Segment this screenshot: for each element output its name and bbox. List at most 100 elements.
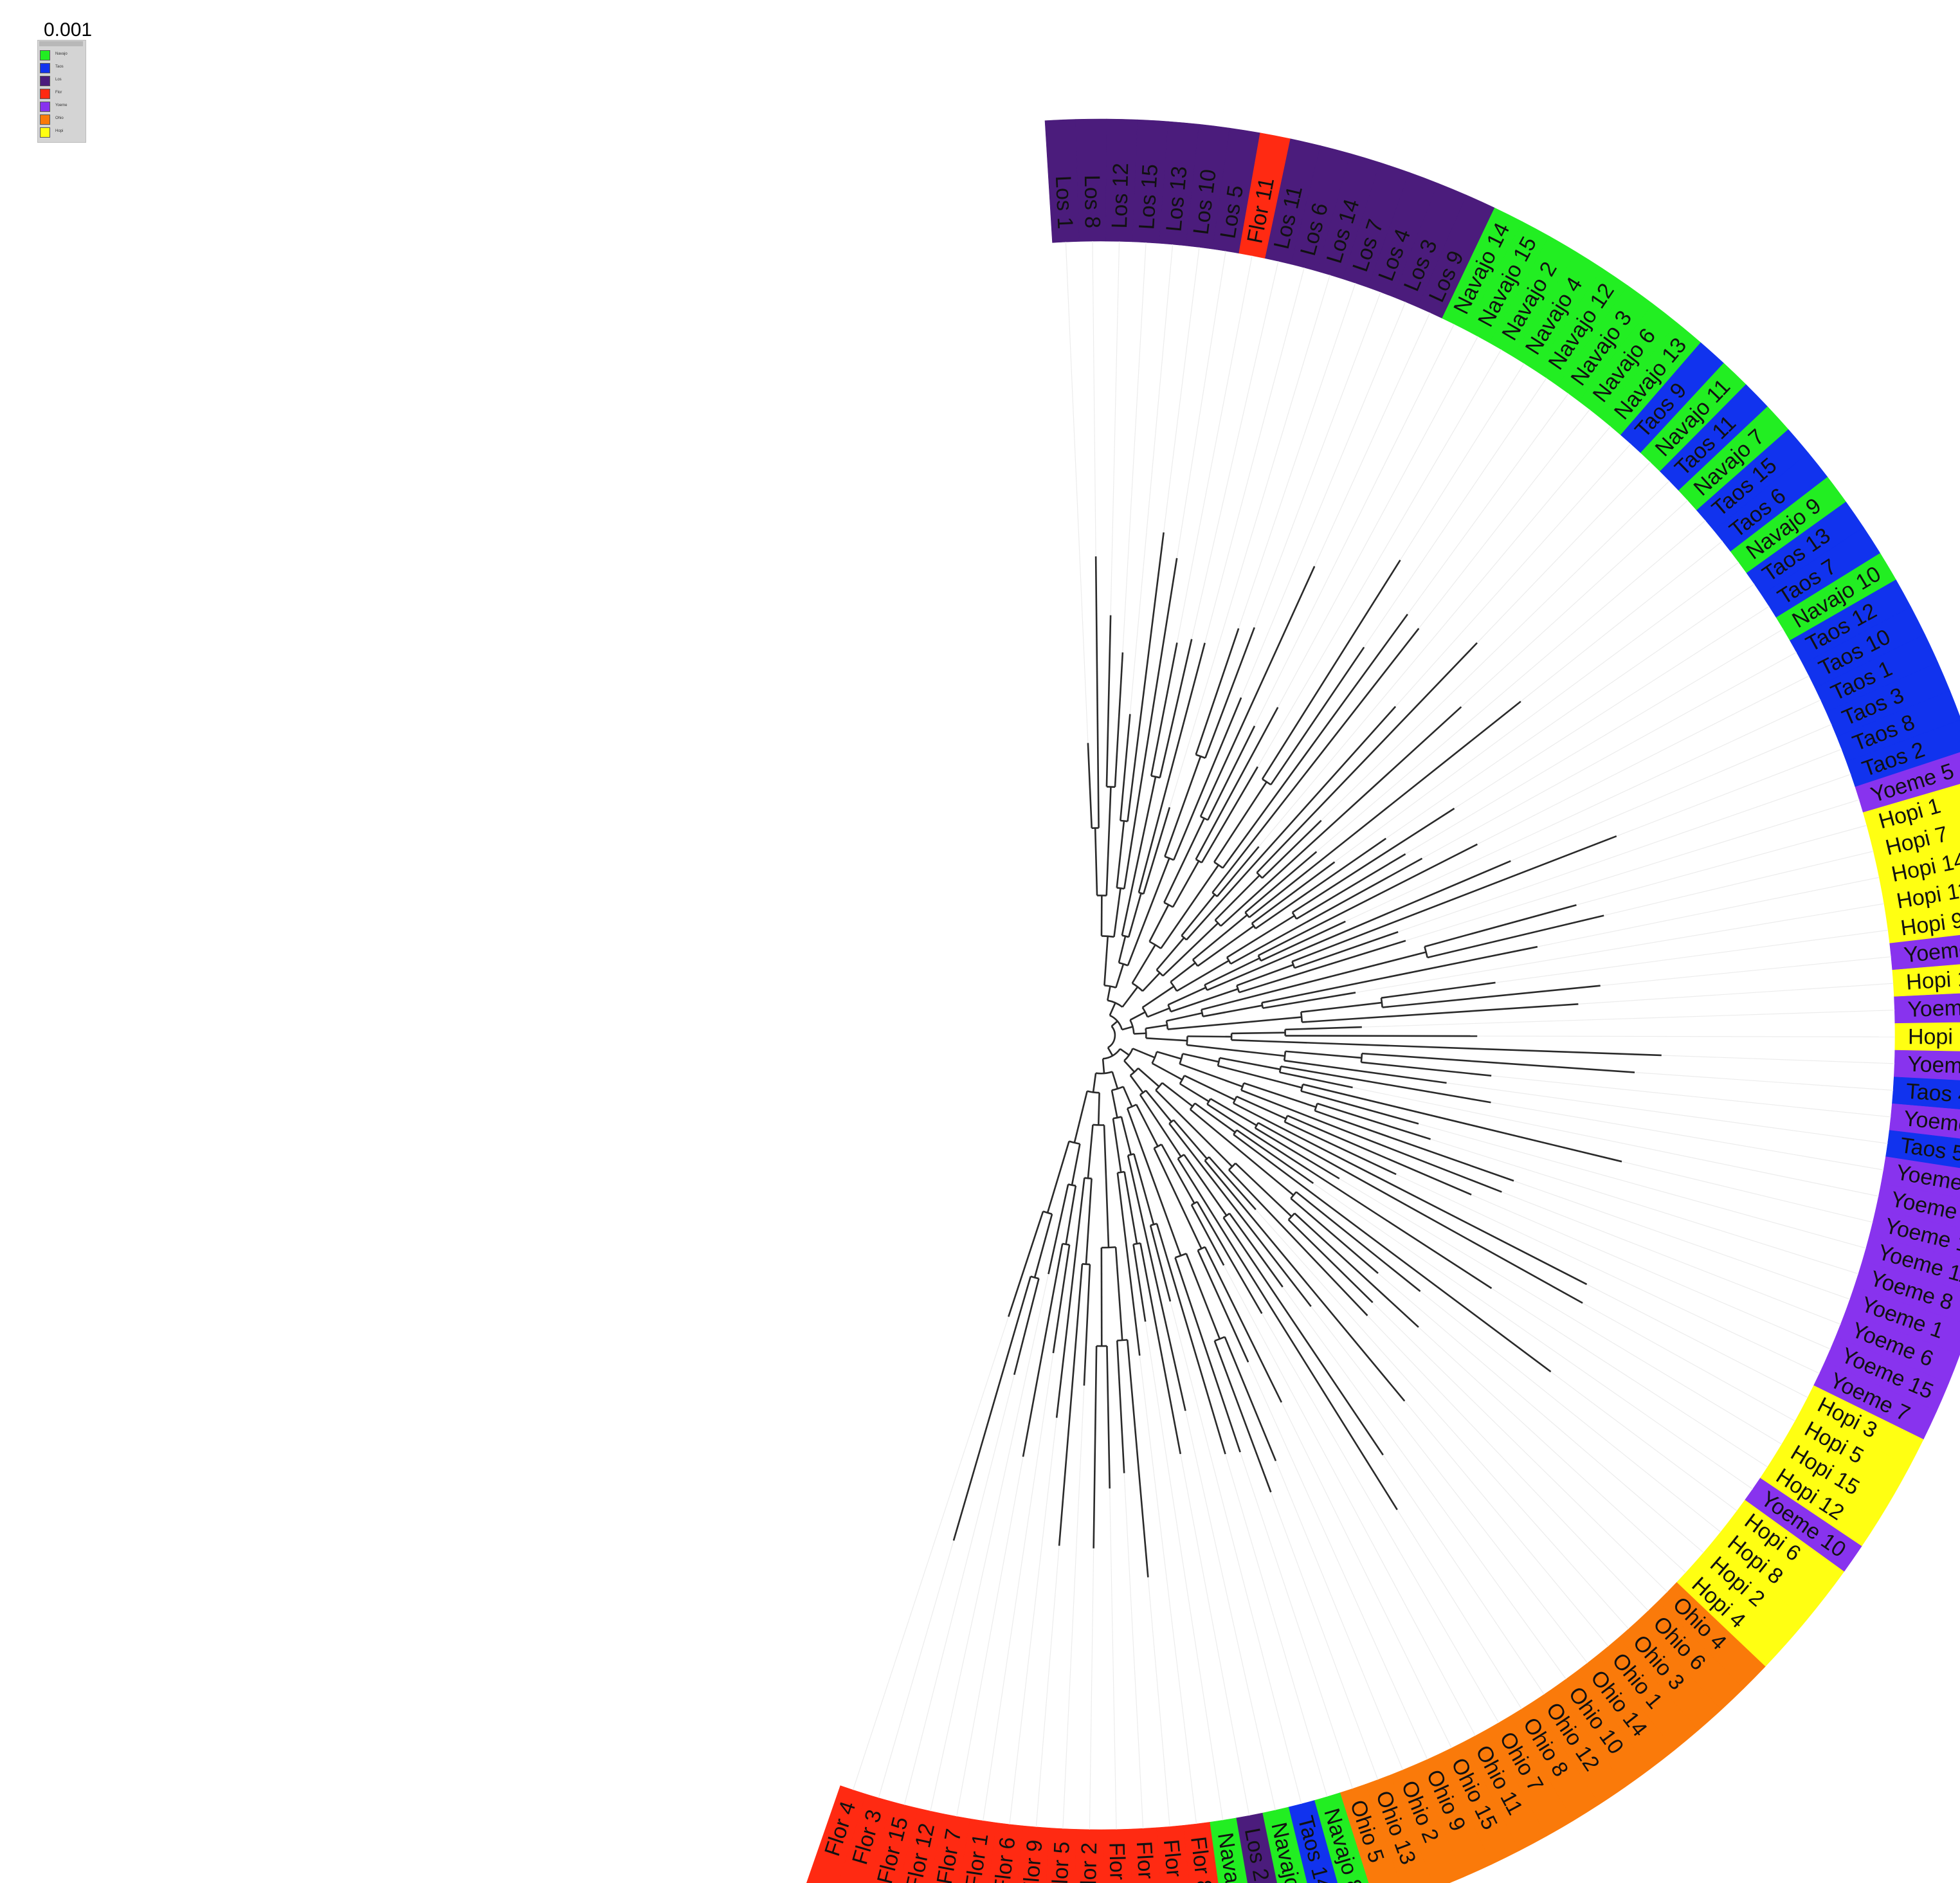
- branch-segment: [1167, 987, 1206, 1006]
- branch-segment: [1296, 853, 1406, 920]
- branch-segment: [1116, 1340, 1125, 1473]
- branch-segment: [1243, 1082, 1317, 1108]
- branch-segment: [1129, 1075, 1144, 1093]
- branch-segment: [1197, 1250, 1249, 1363]
- branch-segment: [1145, 1024, 1168, 1030]
- branch-arc: [1300, 1012, 1303, 1023]
- branch-segment: [1195, 628, 1240, 755]
- branch-segment: [1210, 1098, 1257, 1127]
- guide-line: [1477, 1035, 1895, 1037]
- guide-line: [1009, 1417, 1057, 1824]
- branch-segment: [1120, 1048, 1130, 1056]
- branch-segment: [1240, 1089, 1502, 1193]
- branch-segment: [1231, 1039, 1662, 1057]
- branch-segment: [1294, 931, 1399, 969]
- branch-arc: [1300, 1084, 1304, 1091]
- branch-segment: [1170, 962, 1196, 983]
- branch-segment: [1126, 1108, 1182, 1256]
- guide-line: [1281, 1402, 1452, 1749]
- branch-segment: [1097, 1093, 1100, 1125]
- guide-line: [1254, 323, 1455, 727]
- ring-segment: [1894, 993, 1960, 1024]
- branch-segment: [1314, 1109, 1514, 1182]
- branch-arc: [1283, 1051, 1287, 1061]
- guide-line: [1312, 1183, 1753, 1490]
- branch-segment: [1136, 1104, 1159, 1147]
- branch-segment: [1033, 1214, 1053, 1278]
- guide-line: [1170, 1301, 1302, 1805]
- branch-segment: [1285, 1026, 1362, 1031]
- branch-segment: [1255, 1127, 1340, 1179]
- guide-line: [1163, 247, 1200, 532]
- branch-segment: [1257, 1122, 1583, 1304]
- branch-segment: [1112, 1118, 1122, 1173]
- branch-arc: [1139, 1089, 1147, 1096]
- branch-segment: [1141, 972, 1161, 992]
- branch-segment: [1161, 1082, 1193, 1107]
- branch-segment: [1177, 1158, 1398, 1511]
- branch-arc: [1155, 1082, 1163, 1091]
- guide-line: [983, 1352, 1054, 1821]
- guide-line: [1145, 1321, 1224, 1821]
- branch-segment: [1122, 1086, 1133, 1107]
- branch-segment: [1114, 1247, 1123, 1341]
- branch-segment: [1187, 1035, 1232, 1038]
- guide-line: [1270, 1492, 1379, 1780]
- guide-line: [1248, 1361, 1428, 1760]
- guide-line: [1418, 1123, 1866, 1249]
- branch-segment: [1113, 887, 1121, 937]
- guide-line: [1129, 244, 1174, 714]
- tree-branches: [952, 532, 1662, 1578]
- branch-segment: [1052, 1244, 1071, 1354]
- branch-segment: [1105, 787, 1112, 896]
- branch-segment: [1173, 1119, 1208, 1160]
- ring-segment: [1209, 1817, 1248, 1883]
- guide-line: [1446, 1082, 1888, 1144]
- ring-segment: [1875, 1183, 1960, 1229]
- guide-line: [1395, 443, 1631, 707]
- branch-segment: [1105, 615, 1112, 787]
- branch-segment: [1213, 781, 1267, 863]
- branch-segment: [1121, 986, 1139, 1008]
- ring-segment: [1365, 1774, 1433, 1883]
- guide-line: [1123, 1473, 1144, 1829]
- branch-arc: [1109, 1014, 1123, 1030]
- branch-segment: [1424, 904, 1577, 948]
- branch-segment: [1094, 828, 1098, 896]
- legend-item-navajo: Navajo: [40, 50, 84, 60]
- guide-lines: [853, 241, 1895, 1830]
- branch-segment: [1382, 985, 1601, 1008]
- branch-segment: [1116, 821, 1125, 888]
- branch-arc: [1121, 934, 1129, 938]
- branch-segment: [1206, 1103, 1493, 1289]
- branch-segment: [1361, 1052, 1635, 1073]
- branch-segment: [1270, 646, 1365, 785]
- branch-segment: [1173, 697, 1242, 860]
- branch-arc: [1165, 1021, 1169, 1030]
- guide-line: [1383, 1455, 1545, 1695]
- branch-segment: [1132, 1048, 1156, 1059]
- guide-line: [1257, 349, 1502, 767]
- ring-segment: [1869, 1209, 1960, 1259]
- branch-segment: [1138, 1068, 1160, 1087]
- guide-line: [1491, 1075, 1891, 1118]
- guide-line: [1204, 268, 1305, 643]
- guide-line: [1277, 336, 1478, 708]
- branch-segment: [1147, 1007, 1170, 1018]
- branch-segment: [1216, 846, 1260, 897]
- ring-segment: [1314, 1792, 1369, 1883]
- guide-line: [930, 1274, 1049, 1812]
- guide-line: [1367, 1315, 1649, 1612]
- ring-segment: [1390, 1764, 1464, 1883]
- branch-arc: [1201, 1009, 1204, 1017]
- legend-label: Yoeme: [55, 104, 68, 107]
- branch-segment: [1181, 894, 1216, 936]
- ring-segment: [1885, 1130, 1960, 1169]
- branch-segment: [1284, 1121, 1397, 1176]
- tip-label: Yoeme 9: [1907, 995, 1960, 1022]
- guide-line: [1399, 363, 1525, 561]
- branch-segment: [1163, 817, 1205, 903]
- branch-segment: [1302, 1003, 1579, 1023]
- ring-segment: [1129, 1827, 1161, 1883]
- branch-arc: [1262, 778, 1272, 786]
